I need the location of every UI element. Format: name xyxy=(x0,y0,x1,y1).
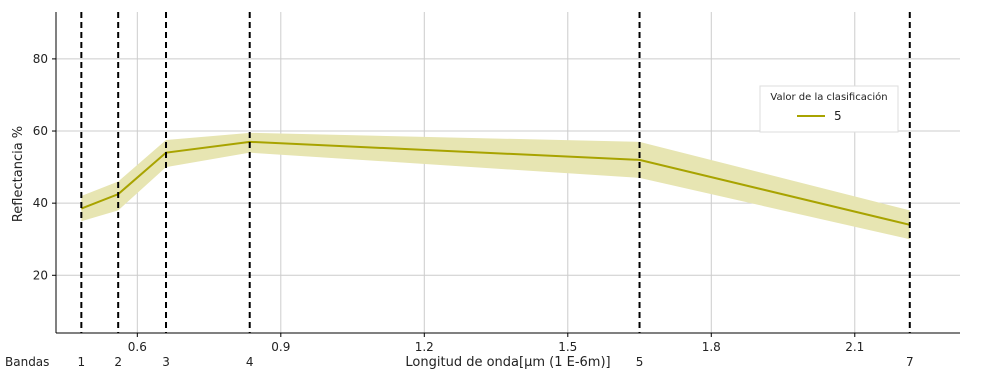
band-label-2: 2 xyxy=(114,355,122,369)
band-label-3: 3 xyxy=(162,355,170,369)
band-label-1: 1 xyxy=(78,355,86,369)
legend-entry-5: 5 xyxy=(834,109,842,123)
bands-row-label: Bandas xyxy=(5,355,49,369)
y-tick-label-1: 40 xyxy=(33,196,48,210)
band-label-5: 5 xyxy=(636,355,644,369)
series-lines xyxy=(80,140,911,226)
series-line-5 xyxy=(80,140,911,226)
x-tick-labels: 0.6 0.9 1.2 1.5 1.8 2.1 xyxy=(128,333,864,354)
confidence-band xyxy=(81,132,910,240)
band-label-4: 4 xyxy=(246,355,254,369)
x-axis-label: Longitud de onda[μm (1 E-6m)] xyxy=(405,355,610,370)
y-tick-label-3: 80 xyxy=(33,52,48,66)
legend-title: Valor de la clasificación xyxy=(770,91,887,103)
legend: Valor de la clasificación 5 xyxy=(759,85,899,133)
x-tick-label-1: 0.9 xyxy=(271,340,290,354)
x-tick-label-3: 1.5 xyxy=(558,340,577,354)
y-tick-label-0: 20 xyxy=(33,268,48,282)
y-tick-label-2: 60 xyxy=(33,124,48,138)
series-band-5 xyxy=(81,132,910,240)
band-label-7: 7 xyxy=(906,355,914,369)
y-axis-label: Reflectancia % xyxy=(11,126,26,222)
band-labels: 1 2 3 4 5 7 xyxy=(78,355,914,369)
legend-box xyxy=(759,85,899,133)
x-tick-label-2: 1.2 xyxy=(415,340,434,354)
axes xyxy=(55,12,960,334)
x-tick-label-4: 1.8 xyxy=(702,340,721,354)
y-tick-labels: 20 40 60 80 xyxy=(33,52,56,282)
band-markers xyxy=(80,12,911,333)
x-tick-label-5: 2.1 xyxy=(845,340,864,354)
grid xyxy=(56,12,960,333)
x-tick-label-0: 0.6 xyxy=(128,340,147,354)
